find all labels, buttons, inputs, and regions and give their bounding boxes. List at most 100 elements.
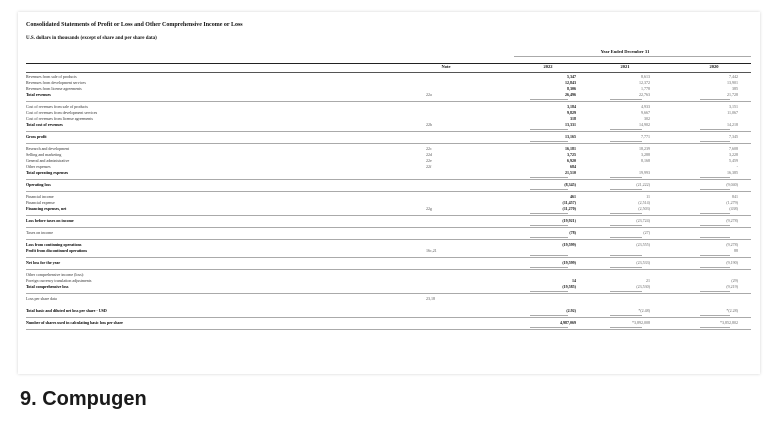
statement-row: Total operating expenses 21,510 19,993 16,3… (26, 170, 751, 176)
statement-row: Gross profit 13,165 7,771 7,345 (26, 134, 751, 140)
header-top-rule (26, 63, 751, 64)
row-label: Taxes on income (26, 230, 54, 235)
value-2022: 13,165 (565, 134, 576, 139)
row-note: 22d (426, 152, 432, 157)
statement-row: Profit from discontinued operations 16c,2… (26, 248, 751, 254)
value-2020: *3,852,802 (720, 320, 738, 325)
statement-row: Loss per share data 23,18 (26, 296, 751, 302)
statement-row: Net loss for the year (19,599) (23,533) (9,… (26, 260, 751, 266)
subtotal-rule (610, 254, 642, 256)
statement-row: Other comprehensive income (loss): (26, 272, 751, 278)
value-2020: (9,040) (726, 182, 738, 187)
value-2021: (23,533) (636, 260, 650, 265)
section-divider (26, 239, 751, 240)
value-2021: 7,771 (641, 134, 650, 139)
statement-row: Revenues from sale of products 5,347 8,613… (26, 74, 751, 80)
statement-row: Loss from continuing operations (19,599) (… (26, 242, 751, 248)
value-2022: 6,920 (567, 158, 576, 163)
row-label: Financial income (26, 194, 54, 199)
value-2021: (21,222) (636, 182, 650, 187)
section-divider (26, 131, 751, 132)
value-2020: 7,608 (729, 146, 738, 151)
statement-row: Loss before taxes on income (19,921) (23,7… (26, 218, 751, 224)
value-2020: (9,278) (726, 242, 738, 247)
row-label: Loss per share data (26, 296, 57, 301)
value-2021: 14,902 (639, 122, 650, 127)
subtotal-rule (700, 98, 730, 100)
row-label: Net loss for the year (26, 260, 61, 265)
note-column-header: Note (441, 64, 451, 69)
row-label: Revenues from development services (26, 80, 86, 85)
statement-row: Selling and marketing 22d 3,725 3,288 3,228 (26, 152, 751, 158)
section-divider (26, 293, 751, 294)
year-2021-header: 2021 (620, 64, 630, 69)
value-2021: 8,613 (641, 74, 650, 79)
value-2020: (1,279) (726, 200, 738, 205)
value-2021: *(2.48) (638, 308, 650, 313)
subtotal-rule (610, 266, 642, 268)
value-2022: 13,331 (565, 122, 576, 127)
subtotal-rule (700, 176, 730, 178)
row-label: Revenues from sale of products (26, 74, 77, 79)
subtotal-rule (530, 236, 568, 238)
statement-row: Total comprehensive loss (19,585) (23,530)… (26, 284, 751, 290)
value-2021: 302 (644, 116, 650, 121)
row-label: Research and development (26, 146, 70, 151)
row-note: 22g (426, 206, 432, 211)
value-2021: 22,763 (639, 92, 650, 97)
subtotal-rule (530, 326, 568, 328)
subtotal-rule (610, 188, 642, 190)
row-label: Financing expenses, net (26, 206, 67, 211)
value-2020: 7,345 (729, 134, 738, 139)
row-label: Other expenses (26, 164, 51, 169)
value-2021: (23,555) (636, 242, 650, 247)
section-divider (26, 191, 751, 192)
value-2021: 9,667 (641, 110, 650, 115)
subtotal-rule (530, 140, 568, 142)
subtotal-rule (610, 224, 642, 226)
value-2022: 3,725 (567, 152, 576, 157)
value-2020: 841 (732, 194, 738, 199)
subtotal-rule (700, 140, 730, 142)
row-note: 22f (426, 164, 432, 169)
value-2021: (23,724) (636, 218, 650, 223)
statement-row: Revenues from license agreements 8,306 1,7… (26, 86, 751, 92)
value-2022: 684 (570, 164, 576, 169)
value-2021: 21 (646, 278, 650, 283)
statement-row: Cost of revenues from license agreements… (26, 116, 751, 122)
value-2020: 16,385 (727, 170, 738, 175)
subtotal-rule (610, 176, 642, 178)
value-2020: 3,228 (729, 152, 738, 157)
subtotal-rule (610, 98, 642, 100)
subtotal-rule (530, 224, 568, 226)
row-label: Total cost of revenues (26, 122, 63, 127)
statement-row: Financial income 461 11 841 (26, 194, 751, 200)
value-2022: (8,345) (564, 182, 576, 187)
subtotal-rule (530, 128, 568, 130)
value-2020: 385 (732, 86, 738, 91)
statement-title: Consolidated Statements of Profit or Los… (26, 22, 243, 28)
subtotal-rule (530, 266, 568, 268)
statement-subtitle: U.S. dollars in thousands (except of sha… (26, 36, 157, 41)
row-note: 16c,21 (426, 248, 437, 253)
row-note: 22a (426, 92, 432, 97)
row-label: Profit from discontinued operations (26, 248, 88, 253)
subtotal-rule (700, 212, 730, 214)
value-2022: 3,184 (567, 104, 576, 109)
value-2022: 9,829 (567, 110, 576, 115)
value-2022: 318 (570, 116, 576, 121)
value-2022: (2.92) (566, 308, 576, 313)
value-2022: (11,270) (562, 206, 576, 211)
row-label: Cost of revenues from development servic… (26, 110, 98, 115)
row-label: Loss from continuing operations (26, 242, 82, 247)
row-label: Financial expense (26, 200, 55, 205)
statement-row: Financial expense (11,457) (2,514) (1,279) (26, 200, 751, 206)
row-label: General and administrative (26, 158, 70, 163)
value-2022: 8,306 (567, 86, 576, 91)
value-2021: (23,530) (636, 284, 650, 289)
subtotal-rule (610, 236, 642, 238)
value-2020: 13,901 (727, 80, 738, 85)
subtotal-rule (530, 290, 568, 292)
subtotal-rule (700, 290, 730, 292)
row-label: Operating loss (26, 182, 51, 187)
